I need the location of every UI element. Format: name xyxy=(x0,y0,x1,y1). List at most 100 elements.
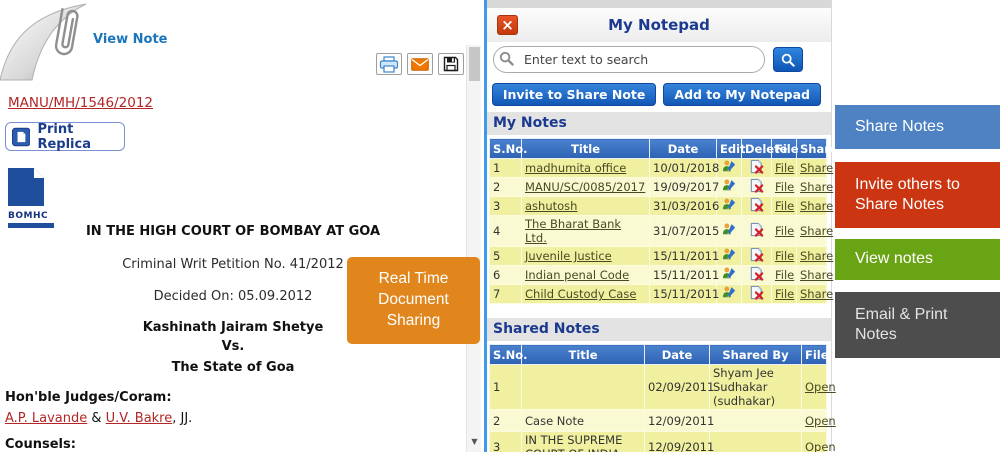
close-button[interactable]: × xyxy=(497,15,518,35)
edit-icon[interactable] xyxy=(722,159,737,174)
file-link[interactable]: File xyxy=(775,180,795,194)
court-logo-icon xyxy=(8,168,44,206)
note-title-link[interactable]: Juvenile Justice xyxy=(525,249,612,263)
delete-icon[interactable] xyxy=(749,178,764,193)
edit-icon[interactable] xyxy=(722,266,737,281)
share-link[interactable]: Share xyxy=(800,268,834,282)
row-sno: 1 xyxy=(489,364,522,410)
row-sno: 2 xyxy=(489,177,522,197)
col-share: Share xyxy=(796,138,838,159)
table-row: 6 Indian penal Code 15/11/2011 File Shar… xyxy=(489,265,833,285)
row-date: 15/11/2011 xyxy=(649,246,719,266)
save-button[interactable] xyxy=(438,53,464,75)
document-pane: View Note MANU/MH/1546/2012 Print Replic… xyxy=(0,0,482,452)
row-date: 31/07/2015 xyxy=(649,215,719,247)
row-sno: 1 xyxy=(489,158,522,178)
scrollbar-thumb[interactable] xyxy=(469,47,480,81)
delete-icon[interactable] xyxy=(749,247,764,262)
note-title-link[interactable]: Indian penal Code xyxy=(525,268,630,282)
share-link[interactable]: Share xyxy=(800,161,834,175)
scroll-down-arrow-icon[interactable]: ▼ xyxy=(471,437,478,446)
row-date: 15/11/2011 xyxy=(649,284,719,304)
col-sno: S.No. xyxy=(489,138,528,159)
search-input[interactable] xyxy=(493,46,765,73)
document-toolbar xyxy=(376,53,464,75)
file-link[interactable]: File xyxy=(775,287,795,301)
share-link[interactable]: Share xyxy=(800,287,834,301)
delete-icon[interactable] xyxy=(749,159,764,174)
row-date: 12/09/2011 xyxy=(644,409,714,432)
tile-email-print-notes: Email & Print Notes xyxy=(835,292,1000,358)
my-notepad-panel: My Notepad × Invite to Share Note Add to… xyxy=(484,0,838,452)
table-row: 7 Child Custody Case 15/11/2011 File Sha… xyxy=(489,284,833,304)
file-link[interactable]: File xyxy=(775,224,795,238)
print-replica-button[interactable]: Print Replica xyxy=(5,122,125,152)
note-title-link[interactable]: MANU/SC/0085/2017 xyxy=(525,180,646,194)
tile-view-notes: View notes xyxy=(835,239,1000,280)
share-link[interactable]: Share xyxy=(800,224,834,238)
search-button-icon xyxy=(781,53,795,67)
col-shared-by: Shared By xyxy=(709,344,802,365)
edit-icon[interactable] xyxy=(722,285,737,300)
petition-number: Criminal Writ Petition No. 41/2012 xyxy=(122,257,344,272)
share-link[interactable]: Share xyxy=(800,180,834,194)
row-date: 15/11/2011 xyxy=(649,265,719,285)
judge-link-2[interactable]: U.V. Bakre xyxy=(105,411,173,426)
judge-suffix: , JJ. xyxy=(172,411,193,426)
table-row: 1 madhumita office 10/01/2018 File Share xyxy=(489,158,833,178)
row-sno: 3 xyxy=(489,196,522,216)
panel-top-strip xyxy=(487,0,831,8)
row-sno: 6 xyxy=(489,265,522,285)
delete-icon[interactable] xyxy=(749,285,764,300)
col-date: Date xyxy=(644,344,710,365)
edit-icon[interactable] xyxy=(722,178,737,193)
search-row xyxy=(487,46,831,76)
note-title-link[interactable]: Child Custody Case xyxy=(525,287,637,301)
open-link[interactable]: Open xyxy=(805,413,836,428)
file-link[interactable]: File xyxy=(775,161,795,175)
share-link[interactable]: Share xyxy=(800,249,834,263)
search-button[interactable] xyxy=(773,47,803,72)
edit-icon[interactable] xyxy=(722,247,737,262)
file-link[interactable]: File xyxy=(775,268,795,282)
row-title xyxy=(521,364,645,410)
delete-icon[interactable] xyxy=(749,266,764,281)
email-button[interactable] xyxy=(407,53,433,75)
citation-link[interactable]: MANU/MH/1546/2012 xyxy=(8,95,154,111)
note-title-link[interactable]: madhumita office xyxy=(525,161,627,175)
note-title-link[interactable]: The Bharat Bank Ltd. xyxy=(525,217,622,245)
open-link[interactable]: Open xyxy=(805,440,836,452)
share-link[interactable]: Share xyxy=(800,199,834,213)
print-button[interactable] xyxy=(376,53,402,75)
party-appellant: Kashinath Jairam Shetye xyxy=(142,320,324,335)
decided-on: Decided On: 05.09.2012 xyxy=(153,289,313,304)
printer-icon xyxy=(379,56,399,73)
view-note-link[interactable]: View Note xyxy=(93,32,168,47)
invite-to-share-button[interactable]: Invite to Share Note xyxy=(491,83,657,106)
document-scrollbar[interactable]: ▼ xyxy=(466,45,481,452)
row-sno: 4 xyxy=(489,215,522,247)
delete-icon[interactable] xyxy=(749,197,764,212)
file-link[interactable]: File xyxy=(775,249,795,263)
row-date: 19/09/2017 xyxy=(649,177,719,197)
row-date: 31/03/2016 xyxy=(649,196,719,216)
court-logo: BOMHC xyxy=(8,168,58,228)
save-icon xyxy=(443,56,459,72)
table-row: 2 MANU/SC/0085/2017 19/09/2017 File Shar… xyxy=(489,177,833,197)
note-title-link[interactable]: ashutosh xyxy=(525,199,578,213)
judge-link-1[interactable]: A.P. Lavande xyxy=(5,411,88,426)
add-to-notepad-button[interactable]: Add to My Notepad xyxy=(663,83,821,106)
tile-invite-others: Invite others to Share Notes xyxy=(835,162,1000,228)
table-row: 5 Juvenile Justice 15/11/2011 File Share xyxy=(489,246,833,266)
col-title: Title xyxy=(521,138,650,159)
open-link[interactable]: Open xyxy=(805,380,836,394)
notepad-header: My Notepad × xyxy=(487,8,831,42)
col-edit: Edit xyxy=(716,138,746,159)
edit-icon[interactable] xyxy=(722,222,737,237)
court-heading: IN THE HIGH COURT OF BOMBAY AT GOA xyxy=(85,224,381,239)
edit-icon[interactable] xyxy=(722,197,737,212)
file-link[interactable]: File xyxy=(775,199,795,213)
email-icon xyxy=(411,58,429,71)
delete-icon[interactable] xyxy=(749,222,764,237)
